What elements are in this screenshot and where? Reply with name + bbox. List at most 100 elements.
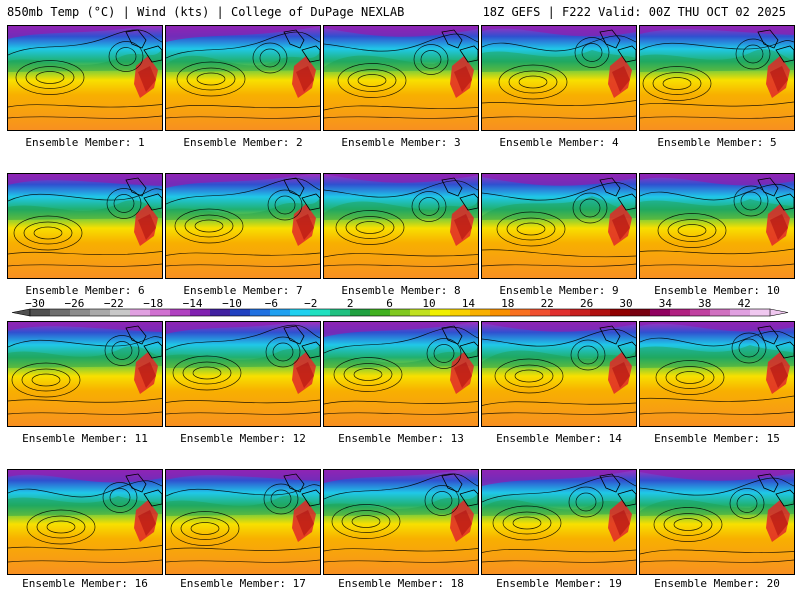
colorbar-svg: −30 −26 −22 −18 −14 −10 −6 −2 2 6 10 14 18 22 26 30 34 38… bbox=[11, 299, 789, 317]
ensemble-member-label: Ensemble Member: 20 bbox=[654, 577, 780, 590]
colorbar-swatch bbox=[450, 309, 471, 316]
ensemble-member-label: Ensemble Member: 4 bbox=[499, 136, 619, 149]
colorbar-tick-label: 10 bbox=[422, 299, 435, 310]
temperature-map bbox=[482, 26, 636, 130]
temperature-map bbox=[166, 470, 320, 574]
ensemble-map-panel bbox=[481, 25, 637, 131]
temperature-map bbox=[482, 470, 636, 574]
colorbar-tick-label: −2 bbox=[304, 299, 317, 310]
ensemble-map-panel bbox=[323, 173, 479, 279]
ensemble-map-panel bbox=[639, 25, 795, 131]
ensemble-member-label: Ensemble Member: 12 bbox=[180, 432, 306, 445]
colorbar-tick-label: 34 bbox=[659, 299, 673, 310]
ensemble-member-label: Ensemble Member: 3 bbox=[341, 136, 461, 149]
ensemble-member-label: Ensemble Member: 10 bbox=[654, 284, 780, 297]
temperature-map bbox=[8, 322, 162, 426]
ensemble-member-label: Ensemble Member: 6 bbox=[25, 284, 145, 297]
ensemble-map-panel bbox=[323, 321, 479, 427]
ensemble-map-panel bbox=[7, 173, 163, 279]
colorbar-swatch bbox=[390, 309, 411, 316]
ensemble-map-panel bbox=[165, 25, 321, 131]
temperature-map bbox=[8, 174, 162, 278]
colorbar-swatch bbox=[110, 309, 131, 316]
colorbar-tick-label: −22 bbox=[104, 299, 124, 310]
ensemble-map-panel bbox=[481, 321, 637, 427]
ensemble-member-label: Ensemble Member: 14 bbox=[496, 432, 622, 445]
ensemble-member-label: Ensemble Member: 8 bbox=[341, 284, 461, 297]
colorbar-swatch bbox=[370, 309, 391, 316]
temperature-map bbox=[324, 470, 478, 574]
ensemble-map-panel bbox=[639, 173, 795, 279]
colorbar-swatch bbox=[650, 309, 671, 316]
temperature-map bbox=[8, 26, 162, 130]
temperature-map bbox=[324, 174, 478, 278]
colorbar-tick-label: 2 bbox=[347, 299, 354, 310]
colorbar-swatch bbox=[50, 309, 71, 316]
colorbar-swatch bbox=[290, 309, 311, 316]
header: 850mb Temp (°C) | Wind (kts) | College o… bbox=[0, 0, 800, 24]
colorbar-swatch bbox=[630, 309, 651, 316]
colorbar-swatch bbox=[190, 309, 211, 316]
colorbar-swatch bbox=[70, 309, 91, 316]
ensemble-member-label: Ensemble Member: 5 bbox=[657, 136, 777, 149]
map-title: 850mb Temp (°C) | Wind (kts) | College o… bbox=[7, 5, 405, 19]
temperature-colorbar: −30 −26 −22 −18 −14 −10 −6 −2 2 6 10 14 18 22 26 30 34 38… bbox=[8, 299, 792, 319]
colorbar-swatch bbox=[410, 309, 431, 316]
colorbar-tick-label: −10 bbox=[222, 299, 242, 310]
ensemble-member-label: Ensemble Member: 7 bbox=[183, 284, 303, 297]
colorbar-swatch bbox=[210, 309, 231, 316]
ensemble-member-label: Ensemble Member: 13 bbox=[338, 432, 464, 445]
ensemble-map-panel bbox=[481, 173, 637, 279]
colorbar-tick-label: 6 bbox=[386, 299, 393, 310]
ensemble-map-panel bbox=[481, 469, 637, 575]
colorbar-swatch bbox=[710, 309, 731, 316]
colorbar-swatch bbox=[350, 309, 371, 316]
colorbar-swatch bbox=[490, 309, 511, 316]
ensemble-member-label: Ensemble Member: 9 bbox=[499, 284, 619, 297]
ensemble-member-label: Ensemble Member: 17 bbox=[180, 577, 306, 590]
colorbar-swatch bbox=[550, 309, 571, 316]
temperature-map bbox=[324, 322, 478, 426]
colorbar-tick-label: 42 bbox=[738, 299, 751, 310]
colorbar-swatch bbox=[330, 309, 351, 316]
ensemble-map-panel bbox=[7, 321, 163, 427]
ensemble-map-panel bbox=[323, 25, 479, 131]
colorbar-swatch bbox=[150, 309, 171, 316]
colorbar-swatch bbox=[270, 309, 291, 316]
colorbar-swatch bbox=[130, 309, 151, 316]
colorbar-tick-label: 26 bbox=[580, 299, 593, 310]
colorbar-tick-label: −30 bbox=[25, 299, 45, 310]
colorbar-swatch bbox=[530, 309, 551, 316]
ensemble-map-panel bbox=[165, 173, 321, 279]
temperature-map bbox=[166, 322, 320, 426]
colorbar-swatch bbox=[90, 309, 111, 316]
temperature-map bbox=[166, 174, 320, 278]
colorbar-swatch bbox=[750, 309, 771, 316]
colorbar-tick-label: −6 bbox=[265, 299, 278, 310]
colorbar-swatch bbox=[170, 309, 191, 316]
colorbar-swatch bbox=[590, 309, 611, 316]
temperature-map bbox=[324, 26, 478, 130]
colorbar-swatch bbox=[430, 309, 451, 316]
colorbar-tick-label: −18 bbox=[143, 299, 163, 310]
colorbar-swatch bbox=[30, 309, 51, 316]
colorbar-swatch bbox=[470, 309, 491, 316]
ensemble-member-label: Ensemble Member: 16 bbox=[22, 577, 148, 590]
colorbar-swatch bbox=[230, 309, 251, 316]
colorbar-swatch bbox=[570, 309, 591, 316]
ensemble-map-panel bbox=[323, 469, 479, 575]
ensemble-member-label: Ensemble Member: 11 bbox=[22, 432, 148, 445]
ensemble-map-panel bbox=[639, 321, 795, 427]
ensemble-map-panel bbox=[165, 469, 321, 575]
colorbar-swatch bbox=[690, 309, 711, 316]
colorbar-tick-label: −14 bbox=[183, 299, 203, 310]
ensemble-member-label: Ensemble Member: 2 bbox=[183, 136, 303, 149]
temperature-map bbox=[640, 322, 794, 426]
colorbar-max-arrow bbox=[769, 308, 789, 317]
colorbar-tick-label: 30 bbox=[619, 299, 632, 310]
ensemble-member-label: Ensemble Member: 19 bbox=[496, 577, 622, 590]
ensemble-map-panel bbox=[7, 25, 163, 131]
colorbar-tick-label: 18 bbox=[501, 299, 514, 310]
colorbar-swatch bbox=[730, 309, 751, 316]
temperature-map bbox=[166, 26, 320, 130]
